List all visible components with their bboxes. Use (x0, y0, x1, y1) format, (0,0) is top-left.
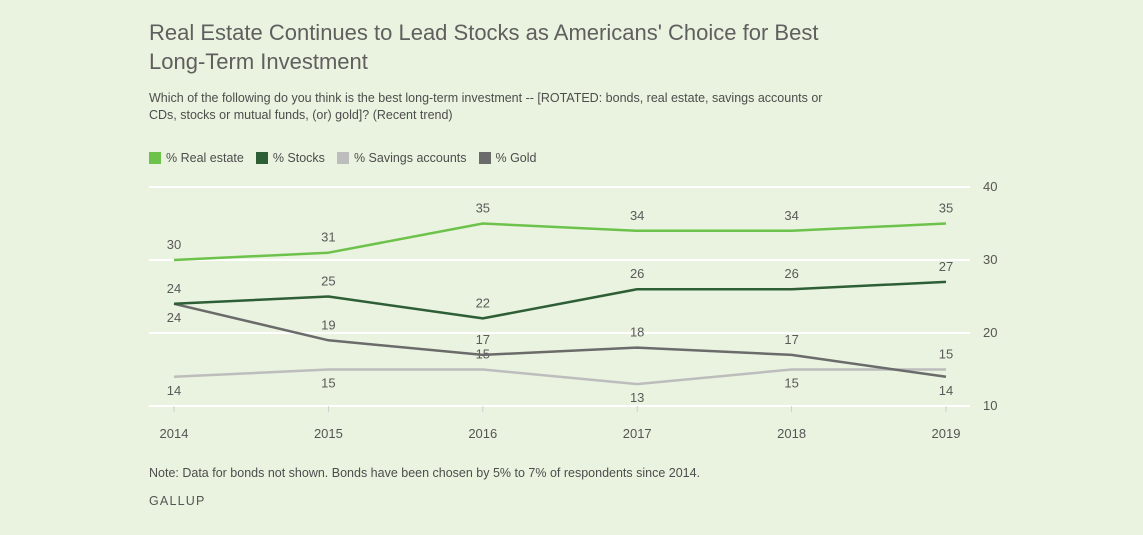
y-tick-label-30: 30 (983, 252, 997, 267)
legend-label-savings-accounts: % Savings accounts (353, 151, 467, 165)
y-tick-label-20: 20 (983, 325, 997, 340)
series-line-stocks (173, 280, 947, 320)
data-label-real-estate-2015: 31 (321, 230, 335, 245)
data-label-real-estate-2019: 35 (939, 201, 953, 216)
y-tick-label-10: 10 (983, 398, 997, 413)
legend-item-stocks: % Stocks (255, 151, 325, 165)
x-tick-label-2017: 2017 (623, 426, 652, 441)
series-line-gold (173, 302, 947, 379)
data-label-stocks-2015: 25 (321, 274, 335, 289)
legend-item-real-estate: % Real estate (149, 151, 244, 165)
data-label-gold-2018: 17 (784, 332, 798, 347)
y-tick-label-40: 40 (983, 179, 997, 194)
x-tick-label-2019: 2019 (932, 426, 961, 441)
x-tick-label-2016: 2016 (468, 426, 497, 441)
series-line-real-estate (173, 222, 947, 262)
legend-label-stocks: % Stocks (272, 151, 325, 165)
data-label-stocks-2018: 26 (784, 266, 798, 281)
data-label-savings-accounts-2014: 14 (167, 383, 181, 398)
x-tick-label-2015: 2015 (314, 426, 343, 441)
data-label-savings-accounts-2017: 13 (630, 390, 644, 405)
legend-item-gold: % Gold (478, 151, 537, 165)
data-label-savings-accounts-2018: 15 (784, 376, 798, 391)
x-tick-label-2018: 2018 (777, 426, 806, 441)
data-label-stocks-2016: 22 (476, 295, 490, 310)
data-label-real-estate-2017: 34 (630, 208, 644, 223)
data-label-gold-2017: 18 (630, 325, 644, 340)
legend-swatch-savings-accounts (336, 152, 349, 164)
chart-note: Note: Data for bonds not shown. Bonds ha… (149, 466, 701, 480)
legend-label-gold: % Gold (495, 151, 537, 165)
data-label-real-estate-2016: 35 (476, 201, 490, 216)
legend-swatch-stocks (255, 152, 268, 164)
series-line-savings-accounts (173, 368, 946, 386)
data-label-gold-2015: 19 (321, 317, 335, 332)
chart-subtitle: Which of the following do you think is t… (149, 91, 823, 122)
data-label-stocks-2014: 24 (167, 281, 181, 296)
data-label-stocks-2017: 26 (630, 266, 644, 281)
data-label-gold-2016: 17 (476, 332, 490, 347)
x-tick-label-2014: 2014 (160, 426, 189, 441)
data-label-real-estate-2018: 34 (784, 208, 798, 223)
chart-legend: % Real estate % Stocks % Savings accounts%… (149, 150, 549, 166)
data-label-savings-accounts-2019: 15 (939, 347, 953, 362)
legend-swatch-gold (478, 152, 491, 164)
legend-label-real-estate: % Real estate (166, 151, 244, 165)
data-label-gold-2014: 24 (167, 310, 181, 325)
legend-item-savings-accounts: % Savings accounts (336, 151, 467, 165)
source-label: GALLUP (149, 494, 206, 508)
data-label-real-estate-2014: 30 (167, 237, 181, 252)
chart-title: Real Estate Continues to Lead Stocks as … (149, 20, 819, 74)
legend-swatch-real-estate (149, 152, 161, 164)
data-label-gold-2019: 14 (939, 383, 953, 398)
data-label-stocks-2019: 27 (939, 259, 953, 274)
data-label-savings-accounts-2015: 15 (321, 376, 335, 391)
